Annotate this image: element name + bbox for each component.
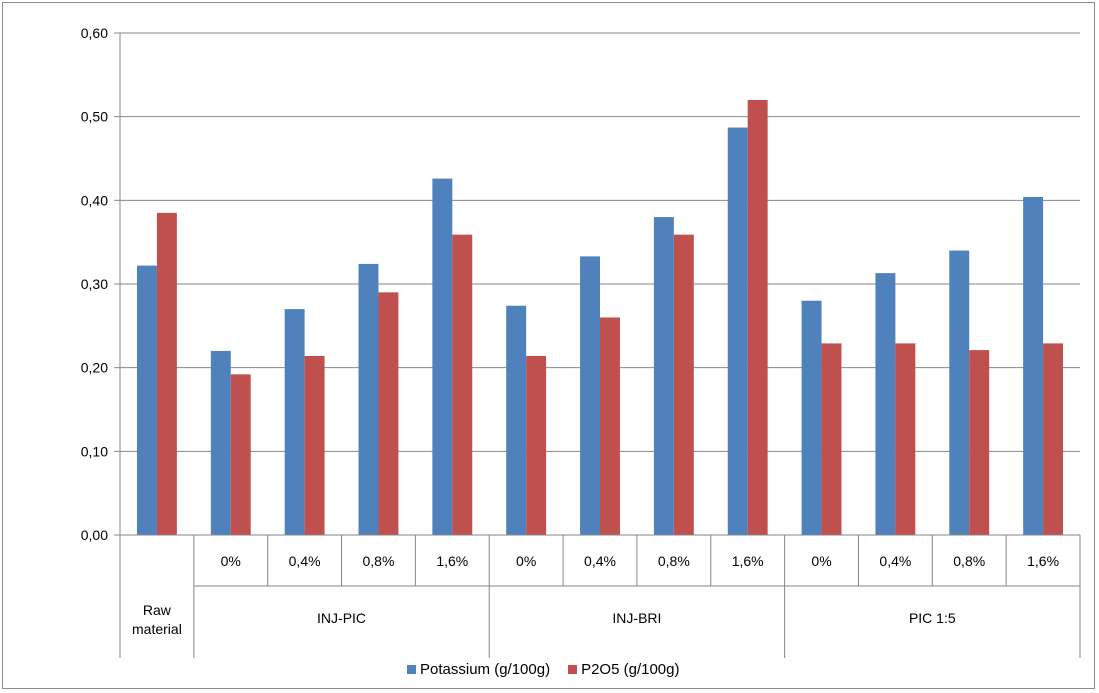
- bar-p2o5: [156, 212, 177, 535]
- bar-p2o5: [452, 234, 473, 536]
- bar-potassium: [210, 350, 231, 535]
- bar-potassium: [432, 178, 453, 535]
- legend-item-p2o5: P2O5 (g/100g): [568, 661, 679, 678]
- legend-swatch-p2o5: [568, 665, 578, 674]
- category-label: 0%: [811, 553, 831, 569]
- y-tick-label: 0,00: [81, 527, 108, 543]
- category-label: 0,8%: [363, 553, 395, 569]
- y-tick-label: 0,40: [81, 192, 108, 208]
- category-label: 0,4%: [584, 553, 616, 569]
- bar-potassium: [136, 265, 157, 535]
- bar-potassium: [727, 127, 748, 535]
- bar-potassium: [580, 256, 600, 535]
- y-tick-label: 0,30: [81, 276, 108, 292]
- bar-p2o5: [969, 350, 990, 535]
- bar-p2o5: [526, 355, 547, 535]
- group-label: INJ-PIC: [317, 610, 366, 626]
- bar-p2o5: [1043, 343, 1064, 535]
- bar-p2o5: [304, 355, 325, 535]
- category-label: 0,8%: [953, 553, 985, 569]
- category-label: 0%: [516, 553, 536, 569]
- bar-potassium: [801, 300, 822, 535]
- bar-p2o5: [821, 343, 842, 535]
- category-label: 1,6%: [732, 553, 764, 569]
- category-label: 0,4%: [879, 553, 911, 569]
- bar-potassium: [949, 250, 970, 536]
- bar-p2o5: [378, 292, 399, 535]
- group-label: Raw: [143, 602, 172, 618]
- bar-potassium: [358, 263, 379, 535]
- bar-potassium: [284, 309, 305, 535]
- category-label: 1,6%: [1027, 553, 1059, 569]
- bar-chart: 0,00 0,10 0,20 0,30 0,40 0,50 0,60 Raw material 0…: [81, 25, 1081, 658]
- category-label: 0,4%: [289, 553, 321, 569]
- bar-potassium: [653, 217, 674, 536]
- bar-potassium: [1023, 196, 1044, 535]
- legend-swatch-potassium: [407, 665, 416, 674]
- bar-p2o5: [673, 234, 694, 536]
- category-label: 0,8%: [658, 553, 690, 569]
- legend-item-potassium: Potassium (g/100g): [407, 661, 550, 678]
- bar-p2o5: [600, 317, 620, 535]
- bar-potassium: [506, 305, 527, 535]
- legend: Potassium (g/100g) P2O5 (g/100g): [407, 661, 679, 678]
- bar-p2o5: [747, 99, 768, 535]
- bar-p2o5: [230, 374, 251, 535]
- y-tick-label: 0,20: [81, 360, 108, 376]
- y-tick-label: 0,50: [81, 109, 108, 125]
- group-label: PIC 1:5: [909, 610, 956, 626]
- bar-p2o5: [895, 343, 916, 535]
- category-label: 0%: [221, 553, 241, 569]
- legend-label-p2o5: P2O5 (g/100g): [581, 661, 680, 678]
- y-tick-label: 0,10: [81, 443, 108, 459]
- group-label: INJ-BRI: [612, 610, 661, 626]
- bar-potassium: [875, 273, 896, 535]
- category-label: 1,6%: [436, 553, 468, 569]
- group-label: material: [132, 621, 182, 637]
- legend-label-potassium: Potassium (g/100g): [420, 661, 551, 678]
- y-tick-label: 0,60: [81, 25, 108, 41]
